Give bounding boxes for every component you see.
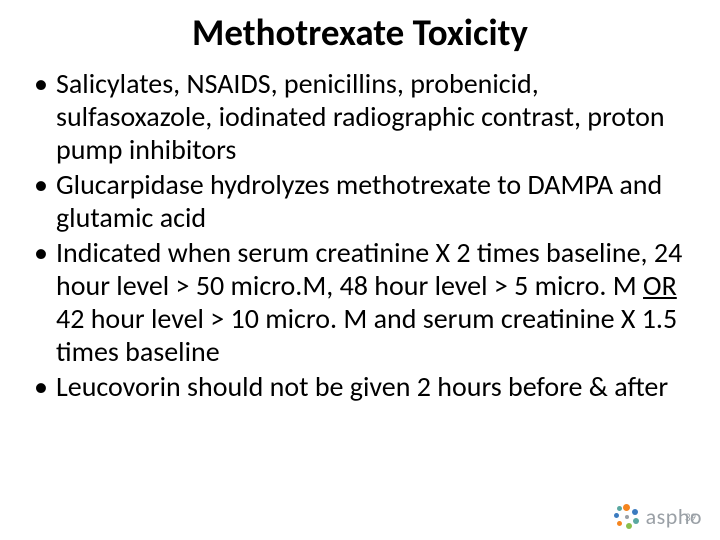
aspho-logo-icon (614, 504, 640, 530)
list-item: Leucovorin should not be given 2 hours b… (30, 370, 690, 403)
bullet-list: Salicylates, NSAIDS, penicillins, proben… (30, 67, 690, 403)
slide-body: Salicylates, NSAIDS, penicillins, proben… (0, 67, 720, 403)
list-item: Indicated when serum creatinine X 2 time… (30, 236, 690, 368)
footer: aspho 39 (614, 503, 702, 530)
slide-title: Methotrexate Toxicity (0, 0, 720, 67)
page-number: 39 (685, 511, 696, 524)
list-item: Glucarpidase hydrolyzes methotrexate to … (30, 168, 690, 234)
list-item: Salicylates, NSAIDS, penicillins, proben… (30, 67, 690, 166)
